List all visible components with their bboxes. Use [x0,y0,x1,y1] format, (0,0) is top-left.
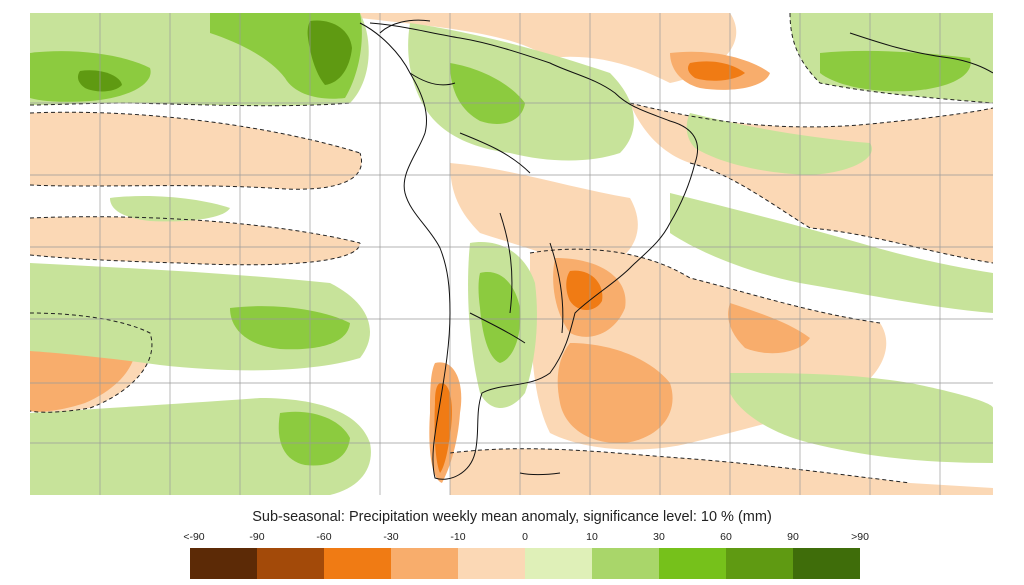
legend-swatch [324,548,391,579]
legend-tick-label: 0 [522,531,528,543]
coastlines [359,19,993,480]
legend-tick-labels: <-90 -90 -60 -30 -10 0 10 30 60 90 >90 [0,531,1024,545]
legend-swatch [391,548,458,579]
map-gridlines [30,13,993,495]
legend-tick-label: -60 [316,531,332,543]
color-legend [190,548,860,579]
legend-swatch [525,548,592,579]
legend-tick-label: 30 [653,531,665,543]
legend-tick-label: 90 [787,531,799,543]
legend-swatch [190,548,257,579]
legend-tick-label: >90 [851,531,869,543]
legend-tick-label: -30 [383,531,399,543]
legend-tick-label: -90 [249,531,265,543]
map-title: Sub-seasonal: Precipitation weekly mean … [252,509,772,525]
legend-swatch [257,548,324,579]
legend-swatch [793,548,860,579]
legend-swatch [726,548,793,579]
legend-tick-label: 10 [586,531,598,543]
legend-tick-label: 60 [720,531,732,543]
legend-tick-label: <-90 [183,531,205,543]
legend-swatch [458,548,525,579]
anomaly-map [30,13,993,495]
legend-swatch [659,548,726,579]
significance-contours [30,13,993,484]
legend-swatch [592,548,659,579]
legend-tick-label: -10 [450,531,466,543]
